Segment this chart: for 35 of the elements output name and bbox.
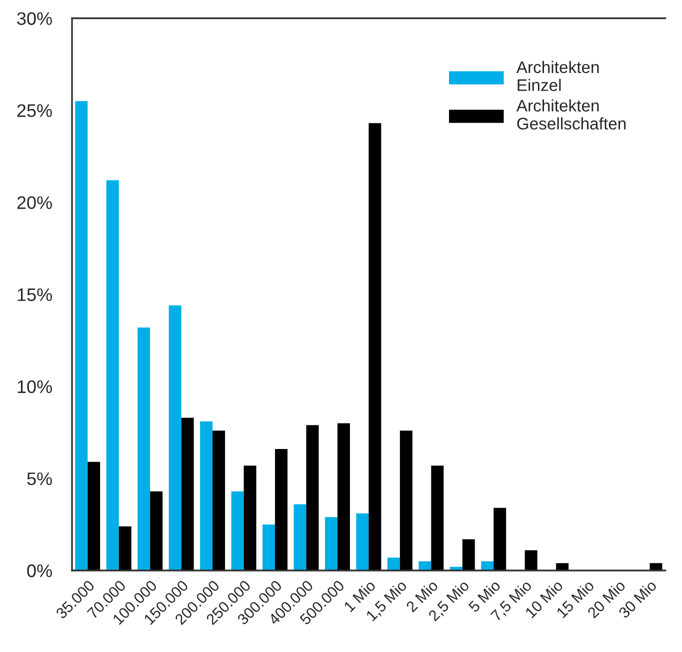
bar	[494, 508, 506, 570]
bar	[75, 101, 88, 570]
y-tick-label: 10%	[18, 380, 52, 394]
bar	[368, 123, 382, 570]
y-tick-label: 0%	[27, 564, 52, 578]
bar	[138, 328, 150, 570]
y-tick-label: 20%	[17, 196, 52, 210]
bar	[431, 466, 444, 570]
y-tick-label: 15%	[18, 288, 52, 302]
bar	[275, 449, 288, 570]
bar	[387, 558, 400, 570]
bar	[244, 466, 256, 570]
bar	[324, 517, 338, 570]
bar	[524, 550, 538, 570]
bar	[212, 430, 226, 570]
y-tick-label: 30%	[17, 12, 52, 25]
legend-label: Architekten Gesellschaften	[516, 99, 626, 130]
bar	[168, 305, 182, 570]
bar	[262, 524, 276, 570]
bar	[462, 539, 475, 570]
y-tick-label: 25%	[17, 104, 52, 118]
bar	[150, 491, 163, 570]
bar	[400, 430, 412, 570]
bar	[88, 462, 100, 570]
bar	[106, 180, 119, 570]
bar	[200, 421, 213, 570]
bar	[294, 504, 306, 570]
bar	[118, 526, 132, 570]
bar	[337, 423, 350, 570]
bar	[181, 418, 194, 570]
y-tick-label: 5%	[27, 472, 52, 486]
legend-label: Architekten Einzel	[516, 60, 599, 92]
bar	[356, 513, 369, 570]
bar	[231, 491, 244, 570]
bar	[306, 425, 319, 570]
